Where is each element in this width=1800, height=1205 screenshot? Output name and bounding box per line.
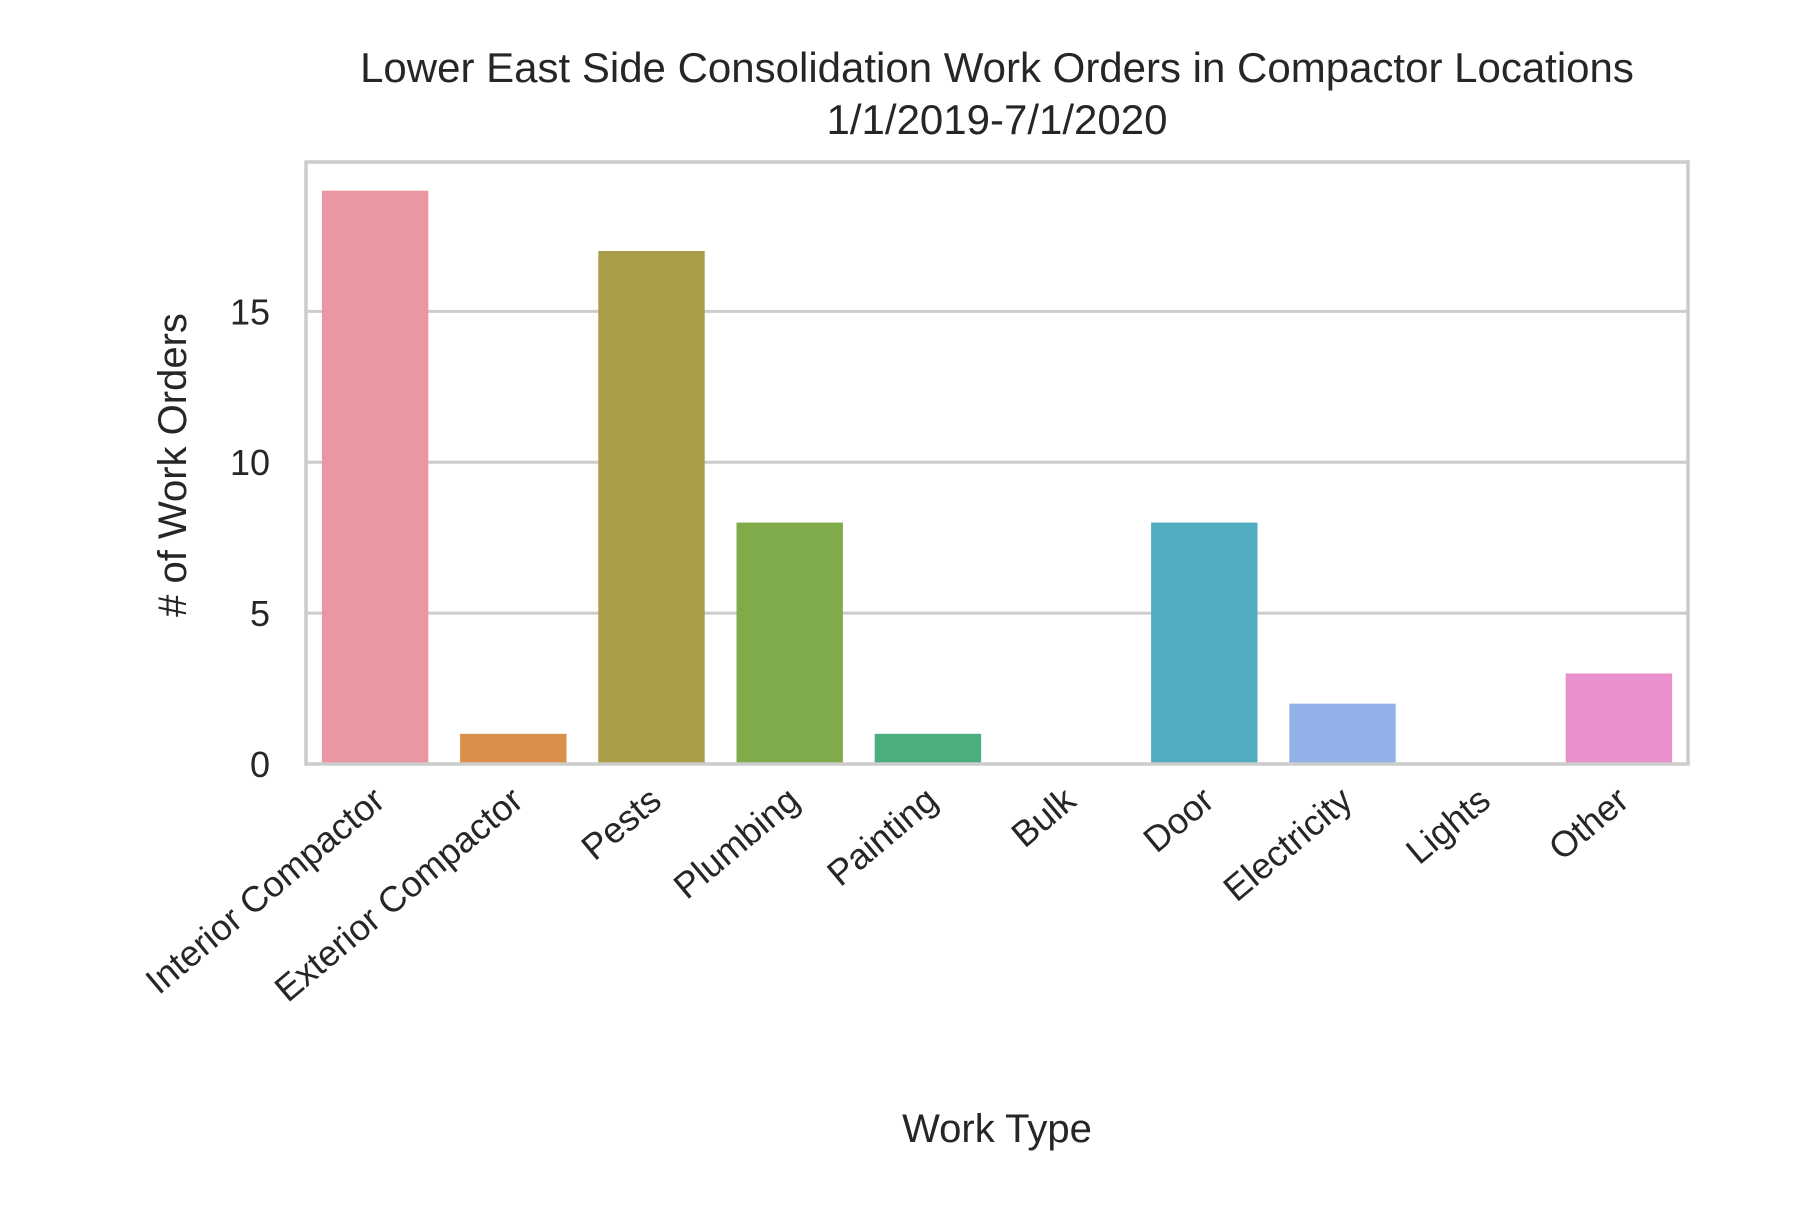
- plot-frame: [304, 160, 1690, 766]
- y-axis-label: # of Work Orders: [151, 313, 195, 617]
- bar-door: [1151, 522, 1258, 764]
- bar-exterior-compactor: [460, 733, 567, 764]
- bar-pests: [598, 251, 705, 764]
- y-tick-labels: 0 5 10 15: [230, 291, 270, 785]
- chart-title: Lower East Side Consolidation Work Order…: [360, 44, 1634, 91]
- chart-subtitle: 1/1/2019-7/1/2020: [827, 96, 1168, 143]
- bars: [321, 190, 1673, 764]
- bar-interior-compactor: [321, 190, 429, 764]
- bar-electricity: [1289, 703, 1396, 764]
- y-tick-label: 15: [230, 291, 270, 332]
- bar-other: [1565, 673, 1673, 764]
- x-axis-label: Work Type: [902, 1107, 1092, 1151]
- y-tick-label: 10: [230, 442, 270, 483]
- y-tick-label: 5: [250, 593, 270, 634]
- y-tick-label: 0: [250, 744, 270, 785]
- bar-plumbing: [736, 522, 843, 764]
- bar-painting: [874, 733, 982, 764]
